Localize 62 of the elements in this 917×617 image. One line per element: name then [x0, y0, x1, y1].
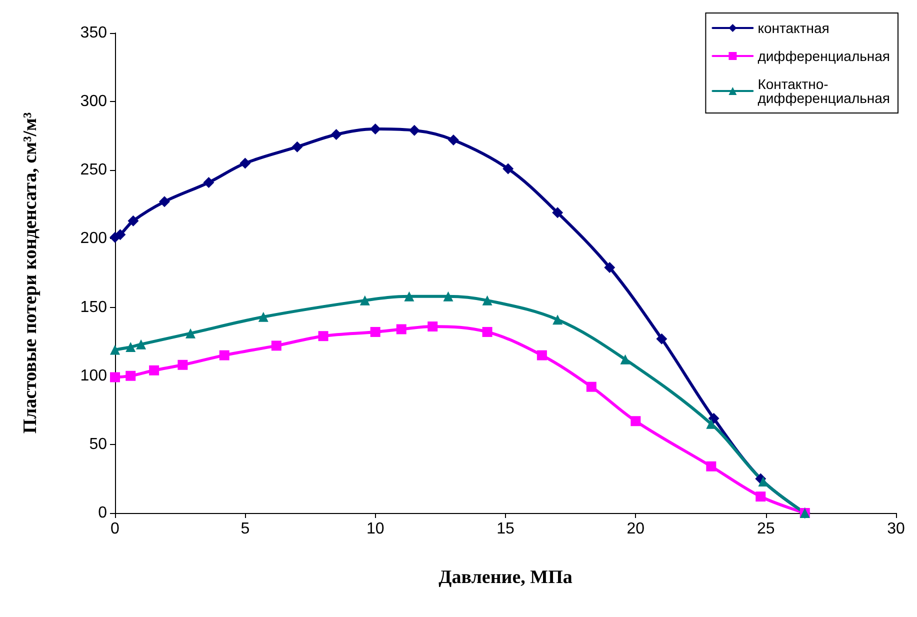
point — [502, 163, 514, 174]
point — [428, 321, 438, 332]
point — [126, 370, 136, 381]
point — [756, 492, 766, 502]
point — [620, 354, 630, 364]
point — [219, 350, 230, 360]
point — [604, 262, 616, 274]
point — [240, 158, 251, 169]
point — [408, 124, 420, 136]
point — [318, 331, 328, 342]
point — [396, 324, 406, 334]
point — [158, 196, 170, 208]
point — [330, 128, 342, 140]
point — [292, 141, 303, 152]
point — [258, 312, 268, 322]
x-tick-label: 5 — [240, 520, 250, 538]
point — [136, 339, 146, 350]
x-tick-label: 0 — [110, 520, 120, 538]
point — [126, 342, 136, 352]
point — [443, 291, 454, 302]
x-tick-label: 25 — [756, 520, 775, 538]
y-tick-label: 50 — [89, 436, 108, 453]
y-tick-label: 200 — [80, 230, 108, 248]
y-tick-label: 350 — [80, 24, 108, 42]
legend-label: контактная — [758, 20, 830, 36]
point — [203, 176, 214, 188]
point — [630, 416, 641, 426]
point — [706, 461, 716, 472]
point — [656, 333, 668, 344]
point — [482, 295, 492, 306]
y-tick-label: 300 — [80, 93, 108, 110]
legend-label: Контактно- дифференциальная — [758, 76, 890, 106]
point — [552, 207, 564, 218]
x-axis-title: Давление, МПа — [438, 567, 573, 588]
point — [370, 326, 380, 337]
point — [110, 344, 120, 355]
point — [586, 382, 596, 392]
point — [448, 134, 459, 146]
y-tick-label: 150 — [80, 298, 108, 316]
point — [128, 215, 139, 226]
point — [552, 314, 563, 325]
point — [178, 360, 188, 370]
y-axis-title: Пластовые потери конденсата, см³/м³ — [20, 112, 41, 434]
point — [185, 328, 196, 338]
point — [370, 124, 381, 134]
point — [149, 365, 160, 376]
point — [536, 350, 547, 360]
point — [708, 412, 720, 424]
x-tick-label: 10 — [366, 520, 384, 538]
point — [360, 295, 370, 306]
y-tick-label: 0 — [98, 504, 108, 522]
x-tick-label: 15 — [496, 520, 514, 538]
y-tick-label: 100 — [80, 367, 108, 384]
x-tick-label: 30 — [887, 520, 905, 538]
legend-label: дифференциальная — [758, 48, 890, 64]
point — [114, 229, 126, 240]
y-tick-label: 250 — [80, 162, 108, 179]
point — [404, 291, 414, 302]
point — [482, 326, 492, 337]
point — [110, 372, 120, 382]
point — [271, 340, 282, 351]
x-tick-label: 20 — [626, 520, 645, 538]
